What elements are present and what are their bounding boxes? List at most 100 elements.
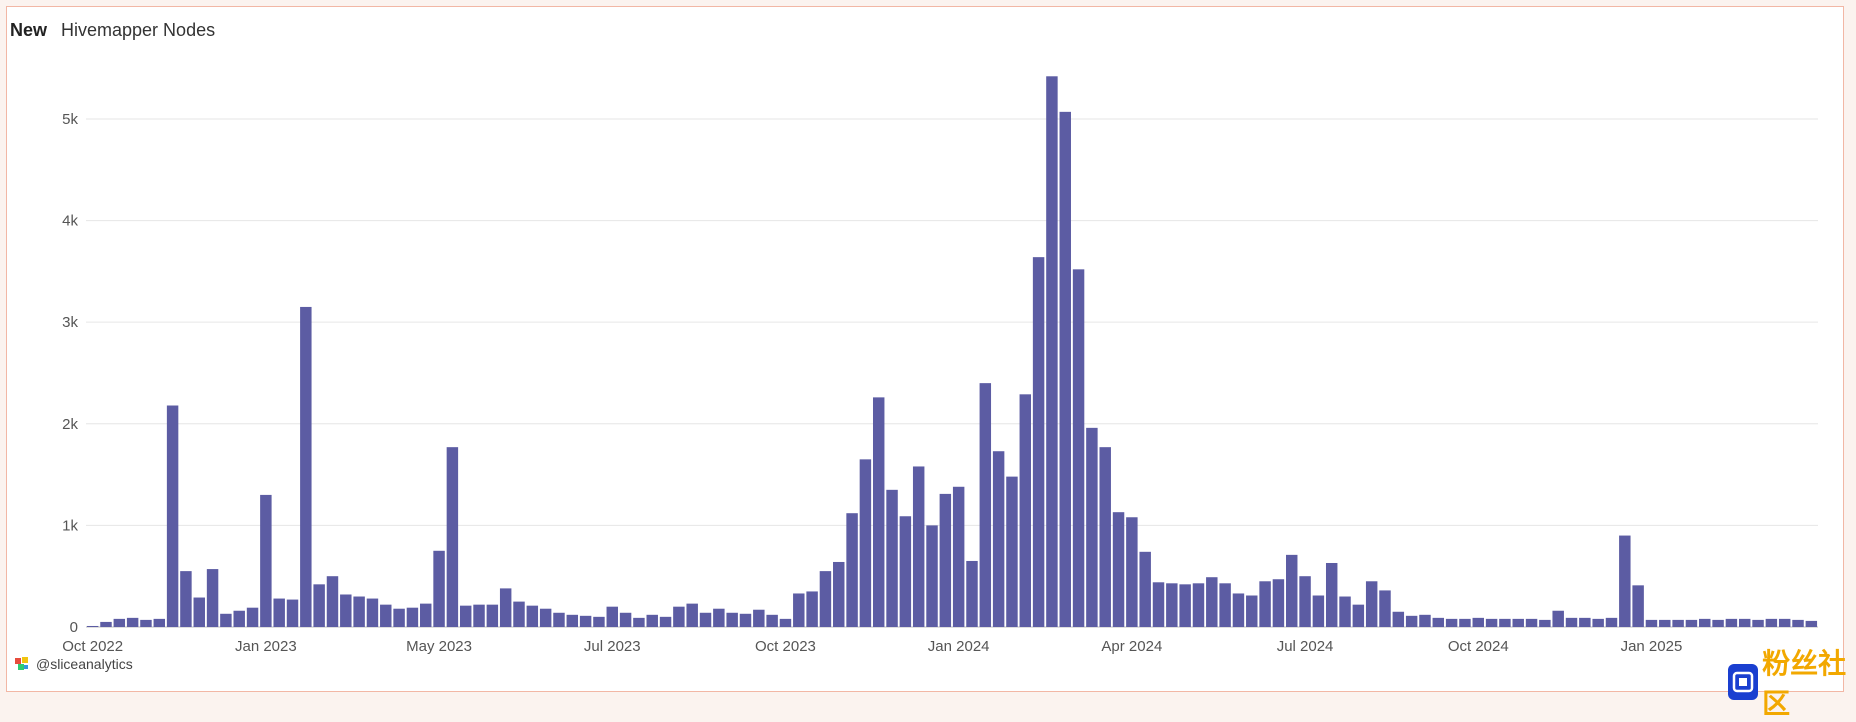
bar[interactable]: [300, 306, 312, 627]
bar[interactable]: [819, 571, 832, 627]
bar[interactable]: [513, 601, 525, 627]
bar[interactable]: [726, 612, 738, 627]
bar[interactable]: [526, 605, 539, 627]
bar[interactable]: [206, 569, 219, 627]
bar[interactable]: [1312, 595, 1325, 628]
bar[interactable]: [1099, 447, 1111, 627]
bar[interactable]: [1192, 583, 1205, 627]
bar[interactable]: [433, 550, 445, 627]
bar[interactable]: [1325, 562, 1338, 627]
bar[interactable]: [1392, 611, 1405, 627]
bar[interactable]: [1579, 617, 1591, 627]
bar[interactable]: [180, 571, 192, 627]
bar[interactable]: [1699, 618, 1711, 627]
bar[interactable]: [739, 613, 752, 627]
bar[interactable]: [420, 603, 432, 627]
bar[interactable]: [992, 451, 1005, 627]
bar[interactable]: [979, 383, 992, 627]
bar[interactable]: [86, 625, 99, 627]
bar[interactable]: [1152, 582, 1165, 627]
bar[interactable]: [846, 513, 858, 627]
bar[interactable]: [566, 614, 579, 627]
bar[interactable]: [1725, 618, 1738, 627]
bar[interactable]: [1166, 583, 1178, 627]
bar[interactable]: [1605, 617, 1618, 627]
bar[interactable]: [1539, 619, 1551, 627]
bar[interactable]: [326, 576, 339, 627]
bar[interactable]: [233, 610, 245, 627]
bar[interactable]: [153, 618, 166, 627]
bar[interactable]: [406, 607, 419, 627]
bar[interactable]: [113, 618, 126, 627]
chart-title[interactable]: Hivemapper Nodes: [61, 19, 216, 40]
bar[interactable]: [486, 604, 499, 627]
bar[interactable]: [1445, 618, 1458, 627]
bar[interactable]: [553, 612, 565, 627]
bar[interactable]: [766, 614, 778, 627]
bar[interactable]: [499, 588, 512, 627]
bar[interactable]: [952, 486, 965, 627]
bar[interactable]: [1432, 617, 1445, 627]
bar[interactable]: [1072, 269, 1085, 627]
bar[interactable]: [193, 597, 205, 627]
bar[interactable]: [1339, 596, 1351, 627]
bar[interactable]: [1352, 604, 1365, 627]
bar[interactable]: [1619, 535, 1631, 627]
bar[interactable]: [473, 604, 485, 627]
bar[interactable]: [1286, 554, 1298, 627]
bar[interactable]: [1592, 618, 1604, 627]
bar[interactable]: [1232, 593, 1245, 627]
bar[interactable]: [939, 493, 952, 627]
bar[interactable]: [393, 608, 405, 627]
bar[interactable]: [313, 584, 325, 627]
bar[interactable]: [1206, 577, 1218, 627]
bar[interactable]: [246, 607, 259, 627]
bar[interactable]: [1738, 618, 1751, 627]
bar[interactable]: [380, 604, 392, 627]
bar[interactable]: [1365, 581, 1378, 627]
bar[interactable]: [459, 605, 472, 627]
bar[interactable]: [779, 618, 792, 627]
bar[interactable]: [619, 612, 632, 627]
bar[interactable]: [353, 596, 365, 627]
bar[interactable]: [100, 621, 112, 627]
bar[interactable]: [1299, 576, 1311, 627]
bar[interactable]: [1752, 619, 1764, 627]
bar[interactable]: [659, 616, 672, 627]
bar[interactable]: [446, 447, 459, 627]
bar[interactable]: [1246, 595, 1258, 628]
bar[interactable]: [633, 617, 645, 627]
bar[interactable]: [1645, 619, 1658, 627]
bar[interactable]: [286, 599, 299, 627]
bar[interactable]: [1379, 590, 1391, 627]
bar[interactable]: [872, 397, 885, 627]
bar[interactable]: [1086, 427, 1098, 627]
bar[interactable]: [753, 609, 765, 627]
bar[interactable]: [713, 608, 725, 627]
bar[interactable]: [912, 466, 925, 627]
bar[interactable]: [1632, 585, 1644, 627]
bar[interactable]: [1419, 614, 1431, 627]
bar[interactable]: [166, 405, 179, 628]
bar[interactable]: [1139, 551, 1151, 627]
bar[interactable]: [260, 494, 272, 627]
bar[interactable]: [686, 603, 698, 627]
bar[interactable]: [833, 561, 845, 627]
bar[interactable]: [1659, 619, 1671, 627]
bar[interactable]: [1272, 579, 1285, 627]
bar[interactable]: [1006, 476, 1018, 627]
bar[interactable]: [593, 616, 605, 627]
bar[interactable]: [579, 615, 592, 627]
bar[interactable]: [899, 516, 912, 627]
bar[interactable]: [1219, 583, 1231, 627]
bar[interactable]: [1512, 618, 1524, 627]
bar[interactable]: [926, 525, 938, 627]
bar[interactable]: [1046, 76, 1058, 628]
bar[interactable]: [1565, 617, 1578, 627]
bar[interactable]: [886, 489, 898, 627]
bar[interactable]: [673, 606, 685, 627]
bar[interactable]: [1778, 618, 1791, 627]
bar[interactable]: [1485, 618, 1498, 627]
bar[interactable]: [806, 591, 818, 627]
bar[interactable]: [1459, 618, 1471, 627]
